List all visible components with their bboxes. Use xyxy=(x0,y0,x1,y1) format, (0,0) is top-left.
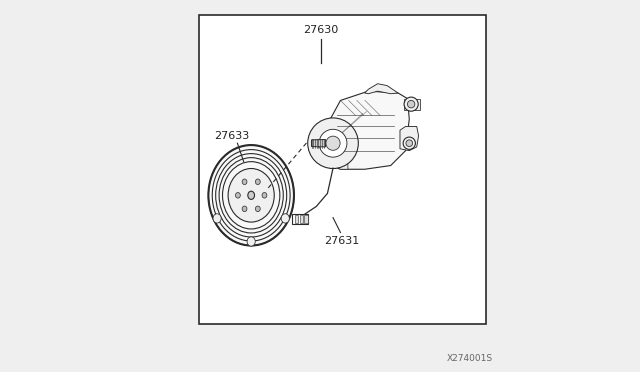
Ellipse shape xyxy=(242,206,247,212)
Bar xyxy=(305,215,308,223)
Ellipse shape xyxy=(262,193,267,198)
Ellipse shape xyxy=(209,145,294,246)
Text: 27633: 27633 xyxy=(214,131,250,141)
Circle shape xyxy=(319,129,347,157)
Text: 27630: 27630 xyxy=(303,25,339,35)
Ellipse shape xyxy=(257,182,279,209)
Circle shape xyxy=(408,100,415,108)
Ellipse shape xyxy=(251,176,285,215)
Ellipse shape xyxy=(255,179,260,185)
Polygon shape xyxy=(312,140,325,147)
Ellipse shape xyxy=(242,179,247,185)
Ellipse shape xyxy=(228,169,275,222)
Ellipse shape xyxy=(255,206,260,212)
Polygon shape xyxy=(400,126,419,151)
Bar xyxy=(300,215,303,223)
Bar xyxy=(294,215,298,223)
Bar xyxy=(292,214,308,224)
Circle shape xyxy=(406,140,413,147)
Polygon shape xyxy=(318,145,348,169)
Ellipse shape xyxy=(403,137,415,149)
Ellipse shape xyxy=(236,193,240,198)
Text: 27631: 27631 xyxy=(324,236,359,246)
Ellipse shape xyxy=(247,237,255,246)
Ellipse shape xyxy=(404,97,418,111)
Circle shape xyxy=(326,136,340,150)
Ellipse shape xyxy=(281,214,289,223)
Ellipse shape xyxy=(213,214,221,223)
Bar xyxy=(199,15,486,324)
Polygon shape xyxy=(314,91,410,169)
Polygon shape xyxy=(365,84,398,94)
Ellipse shape xyxy=(248,191,255,199)
Text: X274001S: X274001S xyxy=(447,354,493,363)
Polygon shape xyxy=(404,99,420,110)
Circle shape xyxy=(308,118,358,169)
